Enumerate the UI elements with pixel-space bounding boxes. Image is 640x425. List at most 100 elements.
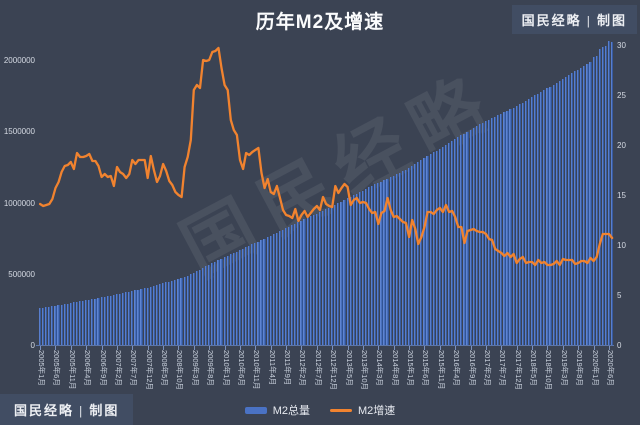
m2-bar bbox=[567, 75, 571, 345]
m2-bar bbox=[303, 219, 306, 345]
x-axis-tick-label: 2019年8月 bbox=[575, 350, 585, 386]
x-axis-tick bbox=[593, 346, 595, 350]
m2-bar bbox=[374, 184, 377, 345]
x-axis-tick bbox=[286, 346, 287, 350]
x-axis-tick bbox=[147, 346, 149, 350]
x-axis-tick bbox=[86, 346, 88, 350]
m2-bar bbox=[122, 293, 125, 345]
x-axis-tick-label: 2020年1月 bbox=[590, 350, 600, 386]
x-axis-tick bbox=[101, 346, 103, 350]
m2-bar bbox=[531, 97, 534, 345]
m2-bar bbox=[42, 307, 45, 345]
m2-bar bbox=[291, 225, 294, 345]
x-axis-tick bbox=[178, 346, 180, 350]
x-axis-tick bbox=[562, 346, 564, 350]
m2-bar bbox=[604, 45, 607, 345]
m2-bar bbox=[63, 304, 66, 345]
m2-bar bbox=[524, 100, 528, 345]
m2-bar bbox=[263, 238, 266, 345]
m2-bar bbox=[472, 127, 475, 345]
x-axis-tick bbox=[424, 346, 426, 350]
x-axis-tick-label: 2016年4月 bbox=[452, 350, 462, 386]
brand-badge-top-right: 国民经略 | 制图 bbox=[511, 5, 637, 34]
m2-bar bbox=[577, 69, 580, 345]
m2-bar bbox=[137, 289, 140, 345]
x-axis-tick bbox=[163, 346, 164, 350]
x-axis-tick bbox=[255, 346, 257, 350]
x-axis-tick-label: 2009年3月 bbox=[190, 350, 200, 386]
m2-bar bbox=[69, 303, 72, 345]
m2-bar bbox=[177, 279, 180, 345]
m2-bar bbox=[337, 203, 340, 345]
m2-bar bbox=[515, 106, 518, 345]
x-axis-tick-label: 2010年6月 bbox=[236, 350, 246, 386]
m2-bar bbox=[82, 300, 85, 345]
m2-bar bbox=[404, 170, 408, 345]
m2-bar bbox=[248, 245, 251, 345]
x-axis-tick bbox=[470, 346, 472, 350]
x-axis-tick bbox=[193, 346, 195, 350]
x-axis-tick bbox=[70, 346, 72, 350]
y-axis-left-tick-label: 1000000 bbox=[3, 198, 35, 208]
m2-bar bbox=[39, 308, 42, 345]
m2-bar bbox=[343, 199, 346, 345]
x-axis-tick-label: 2013年10月 bbox=[359, 350, 369, 391]
m2-bar bbox=[423, 158, 426, 345]
m2-bar bbox=[318, 212, 321, 345]
x-axis-tick bbox=[516, 346, 518, 350]
m2-bar bbox=[115, 294, 119, 345]
m2-bar bbox=[183, 277, 186, 345]
m2-bar bbox=[131, 290, 134, 345]
m2-bar bbox=[192, 272, 195, 345]
legend-label: M2总量 bbox=[272, 405, 310, 417]
m2-bar bbox=[441, 146, 444, 345]
m2-bar bbox=[580, 67, 583, 345]
m2-bar bbox=[140, 288, 143, 345]
y-axis-right-tick-label: 20 bbox=[617, 141, 626, 150]
m2-bar bbox=[497, 115, 500, 345]
m2-bar bbox=[128, 291, 131, 345]
y-axis-right-tick-label: 0 bbox=[617, 341, 622, 350]
x-axis-tick-label: 2017年7月 bbox=[498, 350, 508, 386]
m2-bar bbox=[72, 302, 75, 345]
m2-bar bbox=[285, 228, 288, 345]
m2-bar bbox=[414, 164, 417, 345]
m2-bar bbox=[564, 77, 567, 345]
m2-bar bbox=[340, 201, 343, 345]
m2-bar bbox=[158, 284, 162, 345]
m2-bar bbox=[432, 152, 435, 345]
m2-bar bbox=[444, 144, 448, 345]
x-axis-tick-label: 2011年4月 bbox=[267, 350, 277, 386]
m2-bar bbox=[57, 305, 60, 345]
x-axis-tick-label: 2017年2月 bbox=[482, 350, 492, 386]
m2-bar bbox=[232, 252, 235, 345]
m2-bar bbox=[272, 234, 275, 345]
m2-bar bbox=[457, 137, 460, 345]
y-axis-right-tick-label: 15 bbox=[617, 191, 626, 200]
m2-bar bbox=[469, 129, 472, 345]
brand-badge-bottom-left: 国民经略 | 制图 bbox=[0, 394, 134, 425]
x-axis-tick bbox=[132, 346, 134, 350]
x-axis-tick-label: 2015年1月 bbox=[406, 350, 415, 386]
m2-bar bbox=[426, 156, 429, 345]
x-axis-tick-label: 2012年2月 bbox=[298, 350, 308, 386]
m2-bar bbox=[94, 298, 97, 345]
m2-bar bbox=[223, 257, 226, 345]
m2-bar bbox=[386, 178, 389, 345]
m2-bar bbox=[103, 296, 106, 345]
x-axis-tick bbox=[362, 346, 364, 350]
m2-bar bbox=[558, 80, 561, 345]
x-axis-tick-label: 2007年2月 bbox=[113, 350, 123, 386]
m2-bar bbox=[592, 56, 595, 345]
x-axis-tick-label: 2009年8月 bbox=[206, 350, 216, 386]
m2-bar bbox=[309, 216, 312, 345]
x-axis-tick-label: 2012年12月 bbox=[329, 350, 339, 391]
m2-bar bbox=[300, 220, 303, 345]
legend-item-m2-total: M2总量 bbox=[244, 402, 310, 418]
m2-bar bbox=[527, 98, 531, 345]
m2-bar bbox=[454, 139, 457, 345]
x-axis-tick bbox=[485, 346, 487, 350]
x-axis-tick bbox=[608, 346, 610, 350]
m2-bar bbox=[257, 241, 260, 345]
